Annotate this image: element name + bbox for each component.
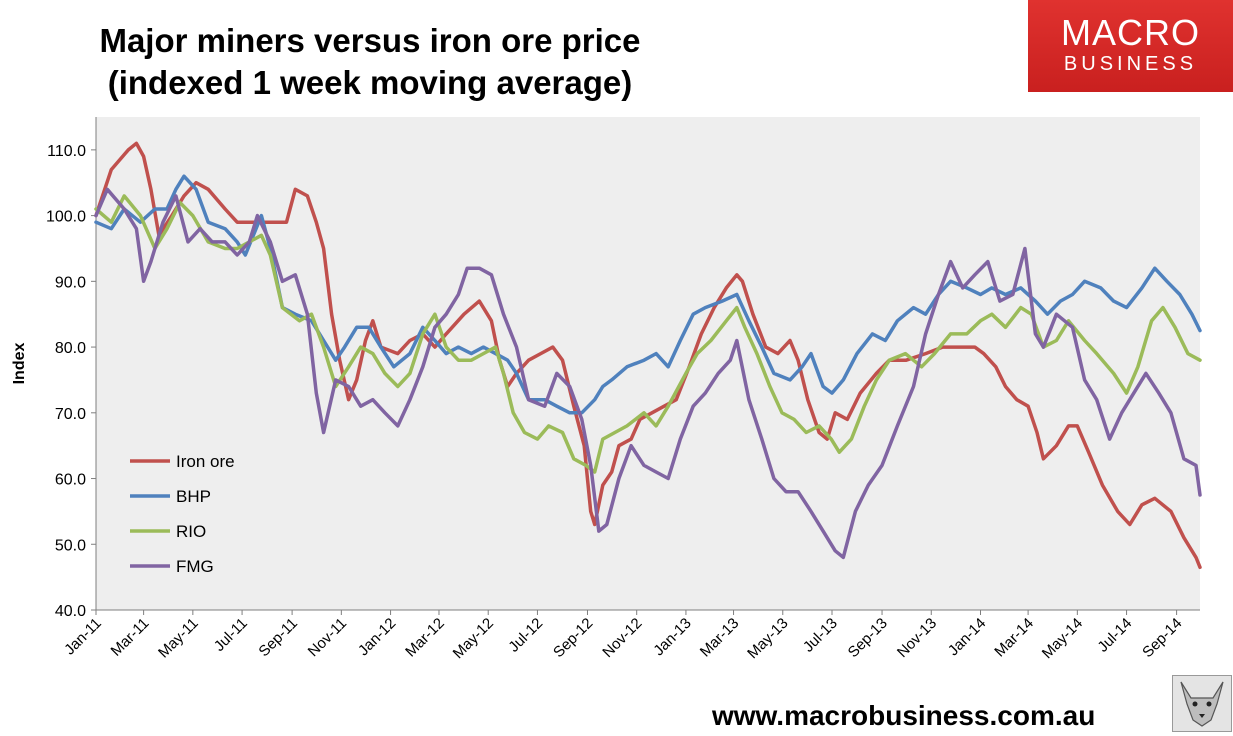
- x-tick-label: May-12: [450, 615, 497, 662]
- y-tick-label: 70.0: [55, 406, 86, 423]
- series-line-rio: [94, 194, 1202, 474]
- y-tick-label: 110.0: [47, 143, 86, 160]
- x-tick-label: Sep-14: [1139, 615, 1185, 661]
- legend-label-iron-ore: Iron ore: [176, 452, 235, 471]
- series-line-iron-ore: [94, 141, 1202, 570]
- x-tick-label: Mar-11: [108, 615, 153, 660]
- x-tick-label: Jul-11: [211, 615, 251, 655]
- x-tick-label: Sep-12: [550, 615, 596, 661]
- x-tick-label: Jan-13: [650, 615, 694, 659]
- x-tick-label: Sep-11: [255, 615, 300, 660]
- x-tick-label: May-14: [1039, 615, 1086, 662]
- legend-label-bhp: BHP: [176, 487, 211, 506]
- y-tick-label: 40.0: [55, 603, 86, 620]
- y-tick-label: 100.0: [46, 209, 86, 226]
- x-tick-label: Jul-13: [800, 615, 841, 656]
- title-line-2: (indexed 1 week moving average): [107, 64, 633, 101]
- x-tick-label: Nov-11: [305, 615, 350, 660]
- y-tick-label: 90.0: [55, 274, 86, 291]
- fox-face-icon: [1172, 675, 1232, 732]
- y-axis-title: Index: [11, 343, 28, 385]
- legend-label-rio: RIO: [176, 522, 206, 541]
- x-tick-label: Jan-11: [61, 615, 105, 659]
- x-tick-label: Jul-14: [1094, 615, 1135, 656]
- legend-label-fmg: FMG: [176, 557, 214, 576]
- x-tick-label: May-11: [155, 615, 202, 662]
- x-tick-label: Jan-14: [945, 615, 989, 659]
- x-tick-label: Jul-12: [505, 615, 546, 656]
- plot-area: [96, 117, 1200, 610]
- x-tick-label: Nov-12: [599, 615, 645, 661]
- x-tick-label: Mar-13: [697, 615, 743, 661]
- website-url[interactable]: www.macrobusiness.com.au: [712, 700, 1096, 731]
- x-tick-label: May-13: [744, 615, 791, 662]
- y-tick-label: 60.0: [55, 472, 86, 489]
- x-tick-label: Mar-14: [991, 615, 1037, 661]
- x-tick-label: Nov-13: [894, 615, 940, 661]
- y-tick-label: 50.0: [55, 537, 86, 554]
- x-tick-label: Sep-13: [845, 615, 891, 661]
- logo-text-macro: MACRO: [1061, 12, 1200, 53]
- x-tick-label: Jan-12: [355, 615, 399, 659]
- logo-text-business: BUSINESS: [1063, 53, 1198, 75]
- title-line-1: Major miners versus iron ore price: [99, 22, 641, 59]
- x-tick-label: Mar-12: [402, 615, 448, 661]
- series-line-fmg: [94, 187, 1202, 560]
- chart-title: Major miners versus iron ore price (inde…: [60, 20, 680, 104]
- y-tick-label: 80.0: [55, 340, 86, 357]
- macrobusiness-logo[interactable]: MACRO BUSINESS: [1028, 0, 1233, 92]
